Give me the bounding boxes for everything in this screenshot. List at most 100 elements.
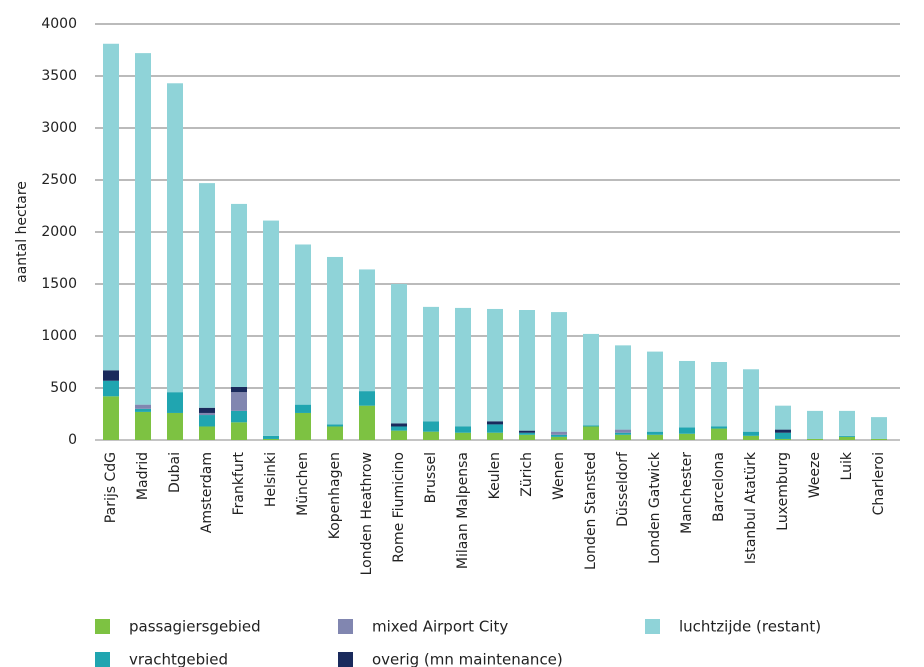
bar-segment [135, 404, 151, 409]
bar-segment [231, 203, 247, 387]
bar-segment [615, 434, 631, 440]
bar-segment [199, 426, 215, 440]
bar-segment [583, 333, 599, 426]
legend-swatch [338, 652, 353, 667]
bar-segment [199, 412, 215, 416]
bar-segment [455, 426, 471, 433]
bar-segment [775, 438, 791, 440]
bar-segment [359, 391, 375, 406]
bar-segment [135, 53, 151, 405]
bar-segment [455, 307, 471, 427]
bar-segment [647, 351, 663, 432]
y-tick-label: 0 [68, 432, 77, 448]
bar-segment [743, 369, 759, 432]
x-tick-label: Zürich [519, 452, 535, 497]
y-tick-label: 1000 [41, 328, 77, 344]
bar-segment [839, 435, 855, 437]
bar-segment [583, 426, 599, 440]
bar-segment [519, 432, 535, 435]
legend-label: luchtzijde (restant) [679, 618, 821, 636]
legend-label: vrachtgebied [129, 651, 228, 667]
legend-swatch [645, 619, 660, 634]
y-tick-label: 2500 [41, 172, 77, 188]
bar-segment [391, 430, 407, 440]
bar-segment [519, 310, 535, 431]
x-tick-label: Barcelona [711, 452, 727, 522]
bar-segment [359, 405, 375, 440]
bar-segment [327, 256, 343, 425]
bar-segment [327, 426, 343, 440]
bar-segment [103, 380, 119, 397]
bar-segment [487, 308, 503, 422]
y-tick-label: 2000 [41, 224, 77, 240]
bar-segment [551, 312, 567, 432]
bar-segment [711, 362, 727, 427]
y-tick-label: 4000 [41, 16, 77, 32]
x-tick-label: München [295, 452, 311, 516]
bar-segment [775, 405, 791, 430]
bar-segment [103, 396, 119, 440]
bar-segment [871, 438, 887, 440]
legend-swatch [95, 652, 110, 667]
bar-segment [711, 428, 727, 440]
bar-segment [167, 392, 183, 413]
bar-segment [551, 436, 567, 440]
bar-segment [231, 386, 247, 393]
bar-segment [135, 408, 151, 412]
legend-swatch [338, 619, 353, 634]
bar-segment [199, 415, 215, 427]
x-tick-label: Londen Stansted [583, 452, 599, 570]
legend-label: mixed Airport City [372, 618, 508, 636]
bar-segment [839, 410, 855, 436]
bar-segment [775, 432, 791, 439]
bar-segment [647, 431, 663, 435]
bar-segment [167, 83, 183, 393]
bar-segment [615, 432, 631, 435]
bar-segment [615, 345, 631, 430]
x-tick-label: Manchester [679, 452, 695, 534]
bar-segment [839, 436, 855, 440]
bar-segment [551, 434, 567, 437]
x-tick-label: Luik [839, 451, 855, 480]
bar-segment [263, 435, 279, 439]
bar-segment [519, 430, 535, 433]
bar-segment [775, 429, 791, 433]
bar-segment [391, 423, 407, 427]
bar-segment [103, 43, 119, 371]
bar-segment [423, 431, 439, 440]
bar-segment [679, 427, 695, 434]
bar-segment [423, 421, 439, 432]
bar-segment [455, 432, 471, 440]
bar-segment [391, 284, 407, 424]
legend-label: overig (mn maintenance) [372, 651, 563, 667]
bar-segment [359, 269, 375, 392]
bar-segment [487, 424, 503, 433]
bar-segment [391, 426, 407, 431]
bar-segment [807, 410, 823, 439]
bar-segment [551, 431, 567, 435]
bar-segment [103, 370, 119, 381]
x-tick-label: Madrid [135, 452, 151, 500]
y-tick-label: 3000 [41, 120, 77, 136]
bar-segment [743, 435, 759, 440]
bar-segment [199, 407, 215, 413]
bar-segment [711, 426, 727, 429]
legend-swatch [95, 619, 110, 634]
bar-segment [871, 417, 887, 439]
x-tick-label: Dubai [167, 452, 183, 493]
bar-segment [807, 438, 823, 440]
bar-segment [519, 434, 535, 440]
bar-segment [199, 183, 215, 408]
bar-segment [295, 244, 311, 405]
bar-segment [295, 412, 311, 440]
bar-segment [167, 412, 183, 440]
x-tick-label: Helsinki [263, 452, 279, 507]
x-tick-label: Londen Heathrow [359, 452, 375, 575]
x-tick-label: Kopenhagen [327, 452, 343, 539]
x-tick-label: Brussel [423, 452, 439, 503]
y-tick-label: 1500 [41, 276, 77, 292]
bar-segment [295, 404, 311, 413]
legend-label: passagiersgebied [129, 618, 261, 636]
bar-segment [647, 434, 663, 440]
x-tick-label: Milaan Malpensa [455, 452, 471, 569]
